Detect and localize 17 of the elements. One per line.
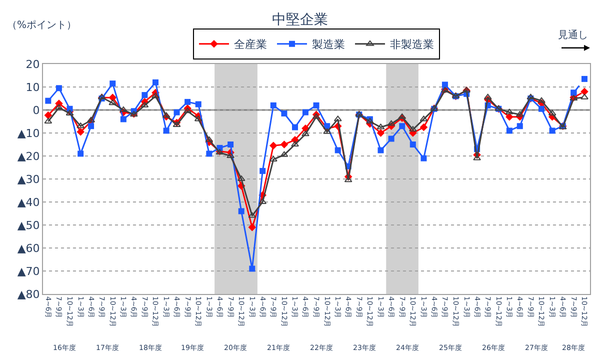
y-tick-label: ▲70 — [17, 264, 40, 278]
y-axis-title: （%ポイント） — [7, 20, 77, 31]
legend-label: 全産業 — [234, 38, 267, 52]
y-tick-label: ▲10 — [17, 126, 40, 140]
y-tick-label: ▲60 — [17, 242, 40, 255]
y-tick-label: ▲50 — [17, 218, 40, 232]
legend-label: 非製造業 — [390, 38, 434, 52]
chart-title: 中堅企業 — [272, 12, 328, 28]
y-tick-label: ▲80 — [17, 288, 40, 301]
y-tick-label: ▲40 — [17, 196, 40, 209]
legend-label: 製造業 — [312, 38, 345, 52]
y-tick-label: 20 — [26, 58, 40, 71]
y-tick-label: ▲20 — [17, 150, 40, 163]
y-tick-label: 10 — [26, 80, 40, 94]
text: 見通し — [558, 29, 588, 41]
y-tick-label: ▲30 — [17, 172, 40, 186]
y-tick-label: 0 — [32, 104, 40, 117]
